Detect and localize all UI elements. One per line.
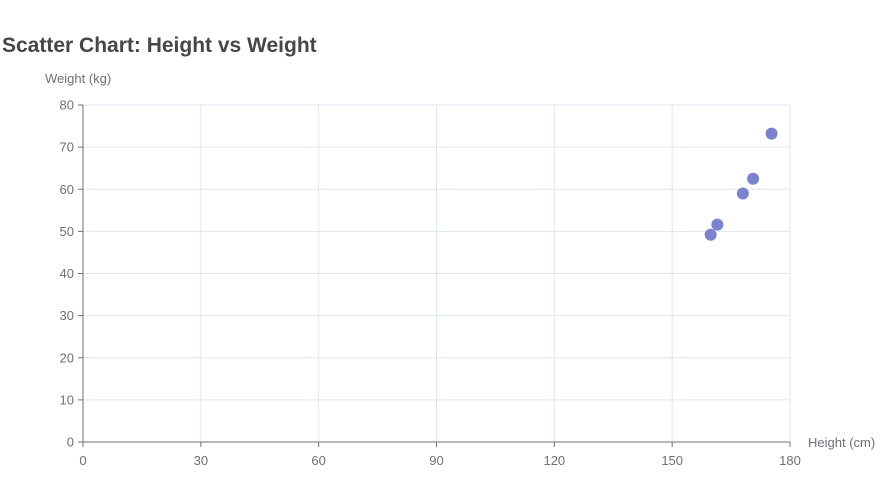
y-tick-label: 50 xyxy=(60,224,74,239)
scatter-point[interactable] xyxy=(736,187,749,200)
scatter-point[interactable] xyxy=(747,172,760,185)
grid-lines xyxy=(83,104,791,442)
x-axis-label: Height (cm) xyxy=(808,435,875,450)
y-tick-label: 20 xyxy=(60,350,74,365)
y-tick-label: 30 xyxy=(60,308,74,323)
x-tick-label: 180 xyxy=(779,453,801,468)
y-tick-label: 0 xyxy=(67,435,74,450)
y-tick-label: 10 xyxy=(60,392,74,407)
scatter-point[interactable] xyxy=(765,127,778,140)
y-axis-label: Weight (kg) xyxy=(45,71,111,86)
y-tick-label: 70 xyxy=(60,140,74,155)
scatter-point[interactable] xyxy=(704,228,717,241)
y-tick-label: 80 xyxy=(60,98,74,113)
y-tick-label: 40 xyxy=(60,266,74,281)
scatter-point[interactable] xyxy=(711,218,724,231)
chart-title: Scatter Chart: Height vs Weight xyxy=(2,34,317,57)
x-tick-label: 90 xyxy=(429,453,443,468)
tick-labels: 0 10 20 30 40 50 60 70 80 0 30 60 90 120 150 180 xyxy=(60,98,801,469)
y-tick-label: 60 xyxy=(60,182,74,197)
x-tick-label: 120 xyxy=(543,453,565,468)
data-points xyxy=(704,127,778,241)
x-tick-label: 0 xyxy=(79,453,86,468)
axes xyxy=(78,104,791,447)
x-tick-label: 60 xyxy=(311,453,325,468)
x-tick-label: 150 xyxy=(661,453,683,468)
x-tick-label: 30 xyxy=(194,453,208,468)
